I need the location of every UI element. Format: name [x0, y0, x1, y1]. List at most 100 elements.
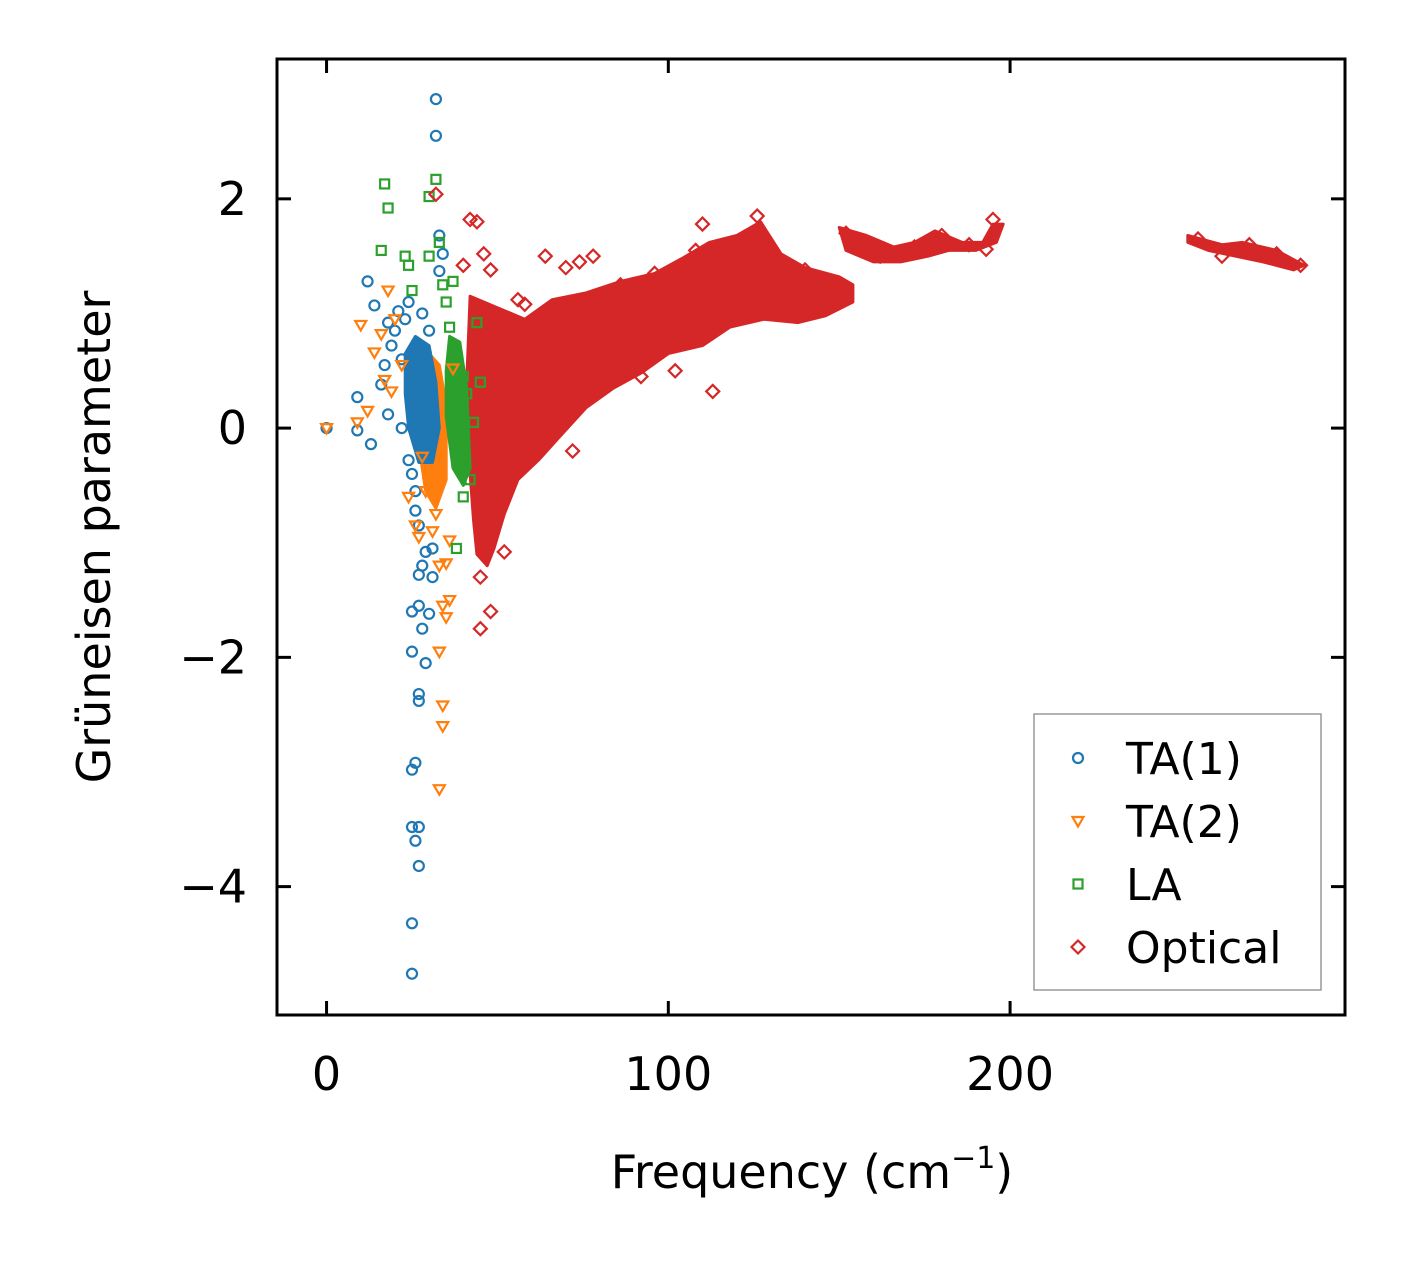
legend-label-la: LA [1126, 860, 1182, 911]
point-ta1-32 [412, 687, 425, 701]
y-tick-label-2: 0 [218, 401, 247, 455]
point-optical-13 [537, 248, 554, 265]
axis-tick-labels: 0 100 200 −4 −2 0 2 [179, 172, 1054, 1101]
point-ta1-31 [412, 599, 425, 612]
point-ta1-11 [388, 324, 402, 337]
point-ta2-19 [431, 784, 447, 797]
point-la-13 [447, 275, 459, 287]
point-ta1-23 [405, 917, 419, 930]
point-la-11 [440, 296, 452, 308]
point-ta1-36 [416, 307, 429, 320]
y-tick-label-0: −4 [179, 860, 247, 914]
y-tick-label-1: −2 [179, 630, 247, 684]
point-ta2-27 [442, 594, 457, 608]
point-ta1-40 [419, 656, 432, 670]
x-axis-title-superscript: −1 [951, 1141, 995, 1176]
point-optical-24 [667, 362, 684, 379]
point-ta2-23 [435, 700, 451, 714]
plot-frame [275, 57, 1347, 1017]
x-tick-label-2: 200 [966, 1047, 1054, 1101]
point-ta2-6 [377, 374, 393, 388]
point-optical-0 [427, 186, 444, 203]
legend-marker-optical [1069, 938, 1087, 956]
point-optical-38 [984, 211, 1002, 228]
point-ta2-5 [373, 329, 389, 342]
point-ta1-7 [378, 358, 391, 372]
point-ta2-0 [319, 423, 334, 436]
point-ta1-35 [412, 859, 425, 873]
point-ta1-46 [429, 129, 443, 142]
point-ta2-15 [418, 486, 434, 499]
point-la-14 [450, 542, 463, 555]
point-ta1-41 [422, 607, 436, 620]
point-la-9 [433, 236, 445, 249]
point-ta2-16 [421, 478, 437, 491]
point-ta1-1 [351, 391, 364, 404]
point-optical-39 [1189, 230, 1207, 248]
axis-ticks [277, 59, 1345, 1015]
point-ta2-11 [401, 491, 416, 505]
point-ta1-47 [433, 229, 446, 242]
point-optical-25 [687, 242, 704, 259]
data-points [319, 93, 1309, 980]
point-optical-34 [906, 238, 923, 256]
point-ta1-22 [405, 820, 419, 834]
legend-label-optical: Optical [1126, 923, 1281, 974]
point-ta2-12 [408, 520, 423, 534]
point-ta2-2 [353, 319, 369, 333]
legend-marker-la [1072, 878, 1084, 890]
point-la-15 [450, 351, 463, 363]
point-ta1-38 [416, 622, 429, 635]
point-ta2-18 [428, 508, 444, 522]
point-ta2-20 [431, 646, 447, 660]
point-optical-14 [550, 326, 568, 343]
point-la-6 [423, 250, 435, 262]
point-la-3 [399, 250, 411, 262]
legend: TA(1) TA(2) LA Optical [1033, 713, 1322, 991]
point-ta2-9 [387, 314, 403, 327]
point-ta1-20 [405, 645, 419, 658]
x-axis-title-close: ) [995, 1145, 1013, 1199]
point-ta1-4 [364, 438, 378, 451]
point-ta2-25 [438, 612, 454, 625]
point-optical-27 [704, 383, 721, 400]
point-ta2-7 [380, 285, 396, 299]
point-ta2-24 [435, 600, 451, 614]
point-ta2-14 [414, 451, 430, 465]
point-ta2-29 [445, 363, 461, 377]
point-optical-1 [455, 257, 472, 274]
point-ta1-2 [351, 424, 364, 437]
point-optical-5 [472, 569, 489, 586]
x-tick-label-0: 0 [312, 1047, 341, 1101]
point-la-17 [457, 491, 469, 503]
x-axis-title-main: Frequency (cm [611, 1145, 951, 1199]
point-ta2-3 [360, 405, 375, 419]
point-optical-8 [482, 261, 499, 278]
point-optical-26 [694, 216, 711, 233]
point-ta1-16 [402, 454, 415, 467]
point-optical-20 [612, 276, 629, 293]
ta1-dense-cloud [403, 334, 441, 464]
point-ta1-15 [399, 313, 412, 326]
point-ta1-44 [426, 542, 439, 555]
point-ta1-14 [395, 422, 408, 435]
point-la-4 [402, 259, 415, 271]
point-optical-9 [496, 543, 513, 560]
point-optical-41 [1241, 236, 1258, 253]
point-ta2-1 [349, 417, 365, 431]
legend-marker-ta1 [1071, 751, 1085, 765]
point-ta1-42 [422, 324, 436, 337]
point-optical-23 [656, 271, 673, 288]
point-ta1-18 [405, 467, 419, 481]
point-optical-29 [749, 207, 766, 225]
x-axis-title: Frequency (cm−1) [611, 1141, 1014, 1199]
point-ta1-45 [429, 93, 443, 106]
point-la-5 [406, 284, 418, 297]
optical-upper-branch-cloud [837, 222, 1005, 264]
point-ta1-26 [409, 504, 422, 517]
point-la-16 [457, 370, 469, 383]
point-la-20 [467, 416, 480, 428]
point-optical-11 [516, 296, 533, 313]
point-ta1-9 [381, 408, 395, 421]
point-ta1-33 [412, 694, 425, 708]
